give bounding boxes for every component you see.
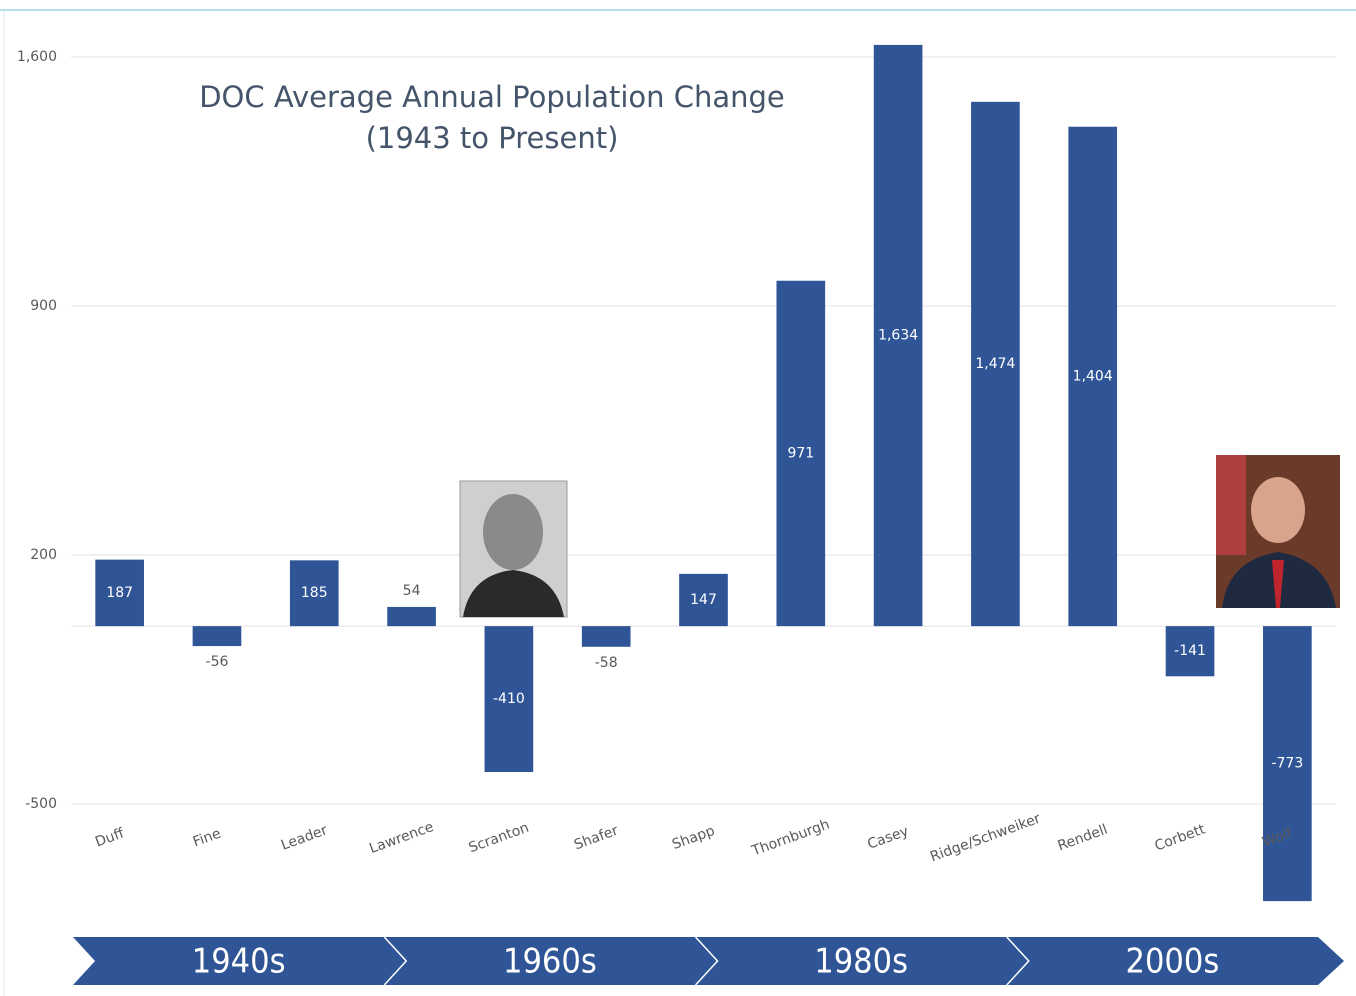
chart-subtitle: (1943 to Present) bbox=[366, 121, 619, 155]
x-tick-label: Thornburgh bbox=[749, 817, 832, 860]
value-label: -141 bbox=[1174, 643, 1206, 659]
x-tick-label: Casey bbox=[865, 823, 910, 853]
x-tick-label: Shapp bbox=[670, 823, 717, 853]
x-tick-label: Rendell bbox=[1056, 822, 1110, 855]
x-tick-label: Corbett bbox=[1153, 821, 1208, 854]
timeline-label: 1960s bbox=[503, 942, 597, 982]
value-label: -56 bbox=[206, 654, 229, 670]
x-tick-label: Leader bbox=[279, 822, 330, 854]
timeline-label: 2000s bbox=[1125, 942, 1219, 982]
x-tick-label: Ridge/Schweiker bbox=[928, 811, 1043, 866]
value-label: 187 bbox=[106, 585, 133, 601]
value-label: -773 bbox=[1271, 756, 1303, 772]
value-label: -58 bbox=[595, 655, 618, 671]
value-label: 1,634 bbox=[878, 328, 918, 344]
timeline: 1940s 1960s 1980s 2000s bbox=[73, 937, 1344, 985]
photo-scranton bbox=[460, 481, 567, 617]
bar bbox=[193, 626, 242, 646]
chart: DOC Average Annual Population Change (19… bbox=[0, 0, 1356, 996]
x-tick-label: Scranton bbox=[467, 820, 531, 856]
value-label: 1,474 bbox=[975, 356, 1015, 372]
value-label: 1,404 bbox=[1073, 368, 1113, 384]
y-tick-label: 1,600 bbox=[17, 49, 57, 65]
bar bbox=[582, 626, 631, 647]
bar bbox=[387, 607, 436, 626]
value-label: 54 bbox=[403, 583, 421, 599]
photo-wolf bbox=[1216, 455, 1340, 608]
value-label: 971 bbox=[787, 445, 814, 461]
y-tick-label: -500 bbox=[25, 796, 57, 812]
y-tick-label: 200 bbox=[30, 547, 57, 563]
x-tick-label: Shafer bbox=[572, 823, 621, 854]
value-label: -410 bbox=[493, 691, 525, 707]
timeline-label: 1940s bbox=[192, 942, 286, 982]
x-tick-label: Fine bbox=[191, 826, 223, 851]
x-tick-label: Lawrence bbox=[367, 819, 436, 857]
chart-title: DOC Average Annual Population Change bbox=[199, 80, 785, 114]
value-label: 147 bbox=[690, 592, 717, 608]
timeline-label: 1980s bbox=[814, 942, 908, 982]
x-tick-label: Duff bbox=[93, 825, 126, 850]
value-label: 185 bbox=[301, 585, 328, 601]
y-tick-label: 900 bbox=[30, 298, 57, 314]
